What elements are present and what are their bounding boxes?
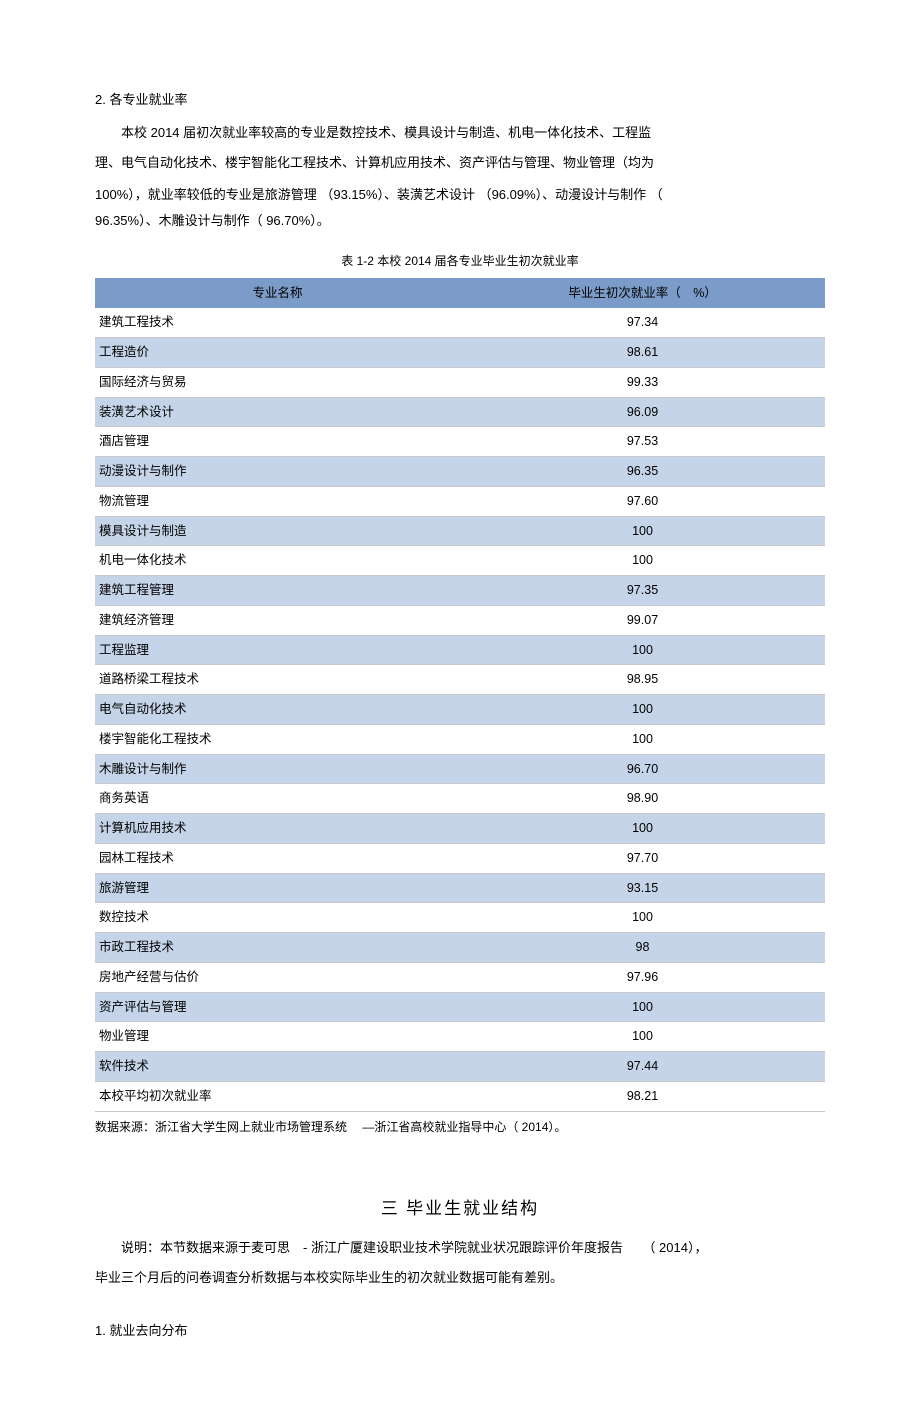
employment-rate-cell: 100 xyxy=(460,695,825,725)
section-title-structure: 三 毕业生就业结构 xyxy=(95,1196,825,1222)
table-row: 装潢艺术设计96.09 xyxy=(95,397,825,427)
employment-rate-cell: 98 xyxy=(460,933,825,963)
table-row: 道路桥梁工程技术98.95 xyxy=(95,665,825,695)
employment-rate-cell: 98.95 xyxy=(460,665,825,695)
subsection-heading-distribution: 1. 就业去向分布 xyxy=(95,1321,825,1341)
intro-paragraph2-line1: 100%），就业率较低的专业是旅游管理 （93.15%）、装潢艺术设计 （96.… xyxy=(95,182,825,208)
table-header-row: 专业名称 毕业生初次就业率（ %） xyxy=(95,278,825,309)
employment-rate-table: 专业名称 毕业生初次就业率（ %） 建筑工程技术97.34工程造价98.61国际… xyxy=(95,278,825,1112)
major-name-cell: 建筑工程管理 xyxy=(95,576,460,606)
employment-rate-cell: 98.21 xyxy=(460,1081,825,1111)
table-row: 房地产经营与估价97.96 xyxy=(95,962,825,992)
table-row: 工程监理100 xyxy=(95,635,825,665)
table-row: 建筑经济管理99.07 xyxy=(95,605,825,635)
employment-rate-cell: 97.60 xyxy=(460,486,825,516)
employment-rate-cell: 100 xyxy=(460,724,825,754)
employment-rate-cell: 98.90 xyxy=(460,784,825,814)
major-name-cell: 木雕设计与制作 xyxy=(95,754,460,784)
major-name-cell: 市政工程技术 xyxy=(95,933,460,963)
employment-rate-cell: 97.96 xyxy=(460,962,825,992)
section-heading-majors: 2. 各专业就业率 xyxy=(95,90,825,110)
major-name-cell: 电气自动化技术 xyxy=(95,695,460,725)
employment-rate-cell: 97.53 xyxy=(460,427,825,457)
major-name-cell: 本校平均初次就业率 xyxy=(95,1081,460,1111)
employment-rate-cell: 100 xyxy=(460,546,825,576)
intro-paragraph-line2: 理、电气自动化技术、楼宇智能化工程技术、计算机应用技术、资产评估与管理、物业管理… xyxy=(95,150,825,176)
data-source-note: 数据来源：浙江省大学生网上就业市场管理系统 —浙江省高校就业指导中心（ 2014… xyxy=(95,1118,825,1136)
employment-rate-cell: 100 xyxy=(460,516,825,546)
major-name-cell: 资产评估与管理 xyxy=(95,992,460,1022)
employment-rate-cell: 96.70 xyxy=(460,754,825,784)
major-name-cell: 旅游管理 xyxy=(95,873,460,903)
table-row: 动漫设计与制作96.35 xyxy=(95,457,825,487)
table-row: 建筑工程管理97.35 xyxy=(95,576,825,606)
table-row: 商务英语98.90 xyxy=(95,784,825,814)
major-name-cell: 建筑工程技术 xyxy=(95,308,460,337)
table-row: 建筑工程技术97.34 xyxy=(95,308,825,337)
major-name-cell: 数控技术 xyxy=(95,903,460,933)
table-row: 数控技术100 xyxy=(95,903,825,933)
table-caption: 表 1-2 本校 2014 届各专业毕业生初次就业率 xyxy=(95,252,825,270)
employment-rate-cell: 96.35 xyxy=(460,457,825,487)
table-row: 软件技术97.44 xyxy=(95,1052,825,1082)
table-row: 模具设计与制造100 xyxy=(95,516,825,546)
major-name-cell: 建筑经济管理 xyxy=(95,605,460,635)
major-name-cell: 软件技术 xyxy=(95,1052,460,1082)
intro-paragraph-line1: 本校 2014 届初次就业率较高的专业是数控技术、模具设计与制造、机电一体化技术… xyxy=(95,120,825,146)
major-name-cell: 工程监理 xyxy=(95,635,460,665)
major-name-cell: 模具设计与制造 xyxy=(95,516,460,546)
table-header-rate: 毕业生初次就业率（ %） xyxy=(460,278,825,309)
employment-rate-cell: 100 xyxy=(460,992,825,1022)
employment-rate-cell: 100 xyxy=(460,1022,825,1052)
table-row: 市政工程技术98 xyxy=(95,933,825,963)
table-row: 楼宇智能化工程技术100 xyxy=(95,724,825,754)
major-name-cell: 商务英语 xyxy=(95,784,460,814)
major-name-cell: 国际经济与贸易 xyxy=(95,367,460,397)
major-name-cell: 装潢艺术设计 xyxy=(95,397,460,427)
major-name-cell: 道路桥梁工程技术 xyxy=(95,665,460,695)
note-paragraph-line2: 毕业三个月后的问卷调查分析数据与本校实际毕业生的初次就业数据可能有差别。 xyxy=(95,1265,825,1291)
employment-rate-cell: 100 xyxy=(460,814,825,844)
employment-rate-cell: 100 xyxy=(460,903,825,933)
employment-rate-cell: 99.33 xyxy=(460,367,825,397)
major-name-cell: 计算机应用技术 xyxy=(95,814,460,844)
table-row: 电气自动化技术100 xyxy=(95,695,825,725)
employment-rate-cell: 98.61 xyxy=(460,338,825,368)
employment-rate-cell: 97.70 xyxy=(460,843,825,873)
major-name-cell: 机电一体化技术 xyxy=(95,546,460,576)
table-row: 机电一体化技术100 xyxy=(95,546,825,576)
table-row: 物流管理97.60 xyxy=(95,486,825,516)
table-row: 旅游管理93.15 xyxy=(95,873,825,903)
table-row: 酒店管理97.53 xyxy=(95,427,825,457)
table-row: 本校平均初次就业率98.21 xyxy=(95,1081,825,1111)
major-name-cell: 物业管理 xyxy=(95,1022,460,1052)
table-row: 木雕设计与制作96.70 xyxy=(95,754,825,784)
major-name-cell: 物流管理 xyxy=(95,486,460,516)
employment-rate-cell: 97.34 xyxy=(460,308,825,337)
employment-rate-cell: 97.35 xyxy=(460,576,825,606)
table-row: 计算机应用技术100 xyxy=(95,814,825,844)
major-name-cell: 动漫设计与制作 xyxy=(95,457,460,487)
table-row: 国际经济与贸易99.33 xyxy=(95,367,825,397)
major-name-cell: 房地产经营与估价 xyxy=(95,962,460,992)
table-row: 园林工程技术97.70 xyxy=(95,843,825,873)
employment-rate-cell: 93.15 xyxy=(460,873,825,903)
employment-rate-cell: 99.07 xyxy=(460,605,825,635)
major-name-cell: 酒店管理 xyxy=(95,427,460,457)
intro-paragraph2-line2: 96.35%）、木雕设计与制作（ 96.70%）。 xyxy=(95,208,825,234)
employment-rate-cell: 100 xyxy=(460,635,825,665)
major-name-cell: 楼宇智能化工程技术 xyxy=(95,724,460,754)
employment-rate-cell: 96.09 xyxy=(460,397,825,427)
employment-rate-cell: 97.44 xyxy=(460,1052,825,1082)
major-name-cell: 工程造价 xyxy=(95,338,460,368)
table-row: 工程造价98.61 xyxy=(95,338,825,368)
table-header-major: 专业名称 xyxy=(95,278,460,309)
major-name-cell: 园林工程技术 xyxy=(95,843,460,873)
table-row: 物业管理100 xyxy=(95,1022,825,1052)
note-paragraph-line1: 说明：本节数据来源于麦可思 - 浙江广厦建设职业技术学院就业状况跟踪评价年度报告… xyxy=(95,1235,825,1261)
table-row: 资产评估与管理100 xyxy=(95,992,825,1022)
